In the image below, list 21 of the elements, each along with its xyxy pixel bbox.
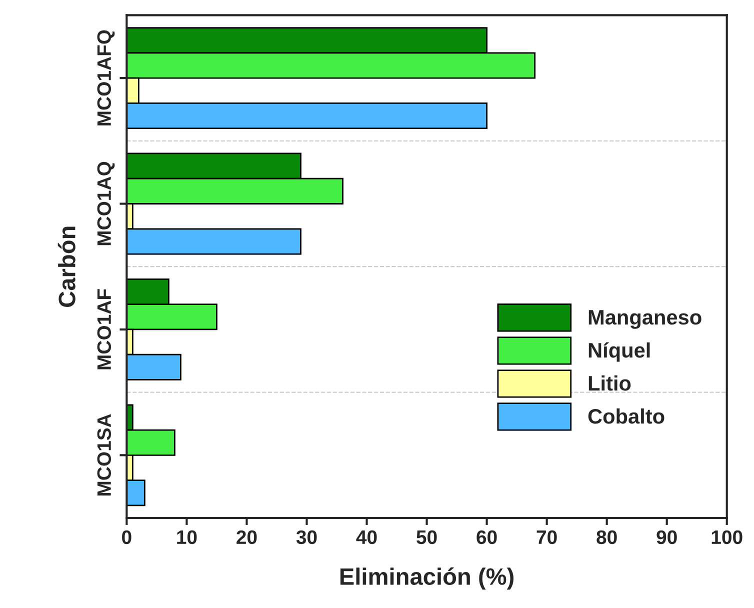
x-tick-label: 50 [416, 530, 437, 544]
legend-label: Litio [588, 375, 631, 391]
x-tick-label: 60 [476, 530, 497, 544]
x-tick-label: 90 [656, 530, 677, 544]
x-tick-label: 70 [536, 530, 557, 544]
x-axis-title: Eliminación (%) [340, 567, 514, 590]
x-tick-label: 0 [122, 530, 132, 544]
y-tick-label: MCO1AF [97, 289, 112, 370]
y-axis-title: Carbón [58, 226, 76, 307]
x-tick-label: 100 [712, 530, 742, 544]
legend-label: Manganeso [588, 310, 702, 329]
x-tick-label: 30 [296, 530, 317, 544]
legend-label: Cobalto [588, 408, 664, 424]
y-tick-label: MCO1AQ [97, 162, 115, 246]
legend-label: Níquel [588, 342, 650, 362]
x-tick-label: 80 [596, 530, 617, 544]
x-tick-label: 10 [177, 530, 197, 544]
x-tick-label: 20 [236, 530, 257, 544]
y-tick-label: MCO1AFQ [97, 30, 115, 126]
y-tick-label: MCO1SA [97, 414, 112, 496]
x-tick-label: 40 [356, 530, 377, 544]
